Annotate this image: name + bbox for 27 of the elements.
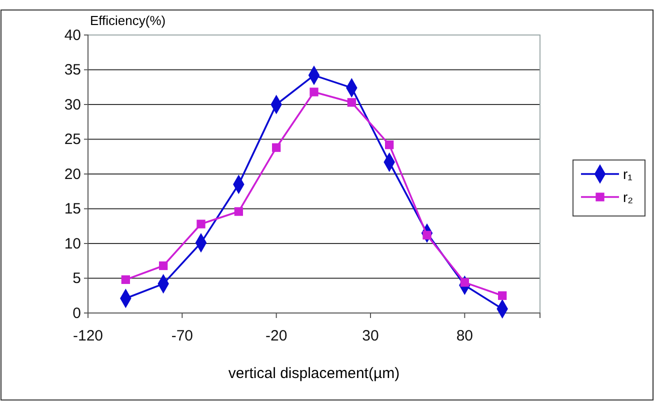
x-axis-title: vertical displacement(µm) <box>228 365 400 382</box>
point <box>498 291 507 300</box>
point <box>159 261 168 270</box>
y-tick-label: 15 <box>64 200 81 218</box>
point <box>234 207 243 216</box>
point <box>272 143 281 152</box>
y-tick-label: 0 <box>72 304 81 322</box>
point <box>385 140 394 150</box>
x-tick-label: -70 <box>171 328 194 345</box>
point <box>196 220 206 228</box>
y-tick-label: 25 <box>64 131 81 148</box>
point <box>310 88 318 96</box>
y-tick-label: 20 <box>64 166 81 183</box>
y-tick-label: 10 <box>64 235 81 252</box>
x-tick-label: 80 <box>456 328 474 345</box>
x-tick-label: -120 <box>72 328 104 345</box>
y-tick-label: 35 <box>64 62 81 79</box>
point <box>121 275 130 284</box>
y-tick-label: 40 <box>64 26 81 44</box>
legend-label: r₂ <box>623 189 634 205</box>
y-axis-title: Efficiency(%) <box>90 13 166 28</box>
x-tick-label: -20 <box>265 328 288 345</box>
legend-label: r₁ <box>623 166 633 182</box>
y-tick-label: 5 <box>72 270 81 288</box>
x-tick-label: 30 <box>362 328 379 345</box>
y-tick-label: 30 <box>64 96 81 114</box>
point <box>347 98 356 107</box>
